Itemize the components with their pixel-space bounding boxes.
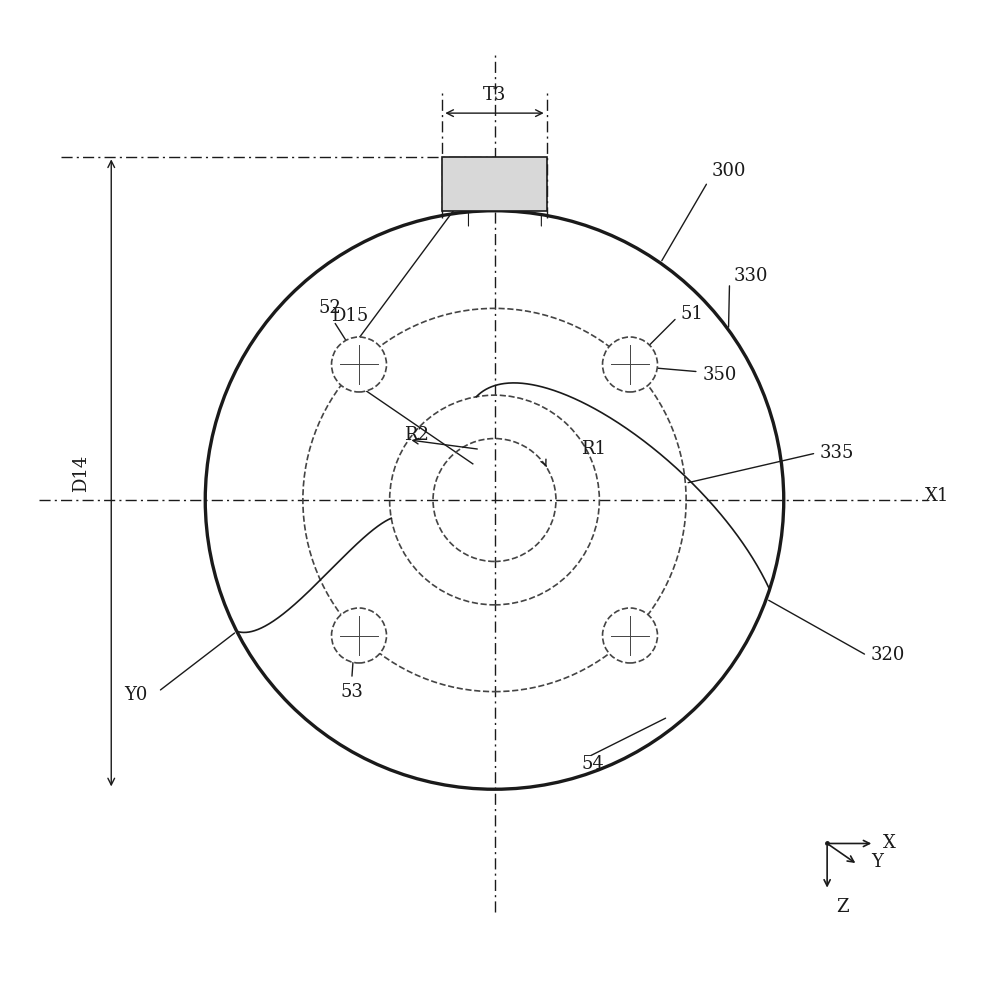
Text: 350: 350 xyxy=(702,366,737,384)
Text: 330: 330 xyxy=(733,267,767,285)
Text: R1: R1 xyxy=(582,440,606,458)
Bar xyxy=(442,157,547,211)
Text: 360: 360 xyxy=(453,190,485,207)
Circle shape xyxy=(602,337,658,392)
Text: 51: 51 xyxy=(680,305,703,323)
Text: R2: R2 xyxy=(405,426,429,444)
Text: 361: 361 xyxy=(512,190,544,207)
Text: 300: 300 xyxy=(711,162,746,180)
Text: 335: 335 xyxy=(820,444,854,462)
Text: 52: 52 xyxy=(318,299,341,317)
Text: Y: Y xyxy=(870,853,882,871)
Text: 53: 53 xyxy=(340,683,363,701)
Text: 320: 320 xyxy=(870,646,905,664)
Circle shape xyxy=(331,608,387,663)
Text: 54: 54 xyxy=(582,755,604,773)
Text: T3: T3 xyxy=(483,86,506,104)
Text: D15: D15 xyxy=(331,307,369,325)
Text: Z1: Z1 xyxy=(489,164,512,182)
Text: Y0: Y0 xyxy=(124,686,147,704)
Circle shape xyxy=(331,337,387,392)
Text: X: X xyxy=(883,834,896,852)
Text: Z: Z xyxy=(836,898,849,916)
Circle shape xyxy=(602,608,658,663)
Text: D14: D14 xyxy=(71,454,90,492)
Text: X1: X1 xyxy=(925,487,949,505)
